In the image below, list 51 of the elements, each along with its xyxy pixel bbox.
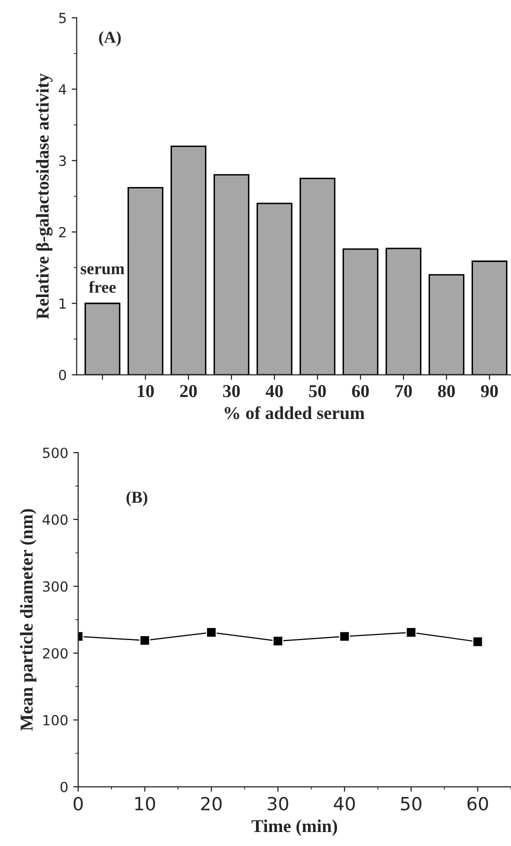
x-axis-title: Time (min) <box>252 820 338 836</box>
y-tick-label: 500 <box>43 448 68 458</box>
y-tick-label: 5 <box>59 12 66 24</box>
y-tick-label: 200 <box>42 648 68 659</box>
y-tick-label: 0 <box>59 370 66 380</box>
point <box>139 635 150 646</box>
x-tick-label: 30 <box>268 796 288 810</box>
point <box>339 631 350 642</box>
x-axis-title: % of added serum <box>224 406 364 420</box>
x-tick-label: 90 <box>480 385 498 398</box>
bar <box>386 248 422 375</box>
x-tick-label: 70 <box>395 385 412 398</box>
x-tick-label: 60 <box>352 385 369 398</box>
y-tick-label: 4 <box>58 84 66 94</box>
x-tick-label: 20 <box>201 796 222 810</box>
y-tick-label: 400 <box>42 514 68 525</box>
x-tick-label: 50 <box>309 385 326 398</box>
x-tick-label: 60 <box>467 796 488 810</box>
x-tick-label: 30 <box>223 385 240 398</box>
point <box>272 636 284 646</box>
y-tick-label: 3 <box>59 156 66 166</box>
y-tick-label: 1 <box>60 298 66 309</box>
bar <box>300 178 336 375</box>
x-tick-label: 50 <box>401 796 422 810</box>
bar <box>214 174 250 375</box>
bar <box>342 248 378 375</box>
x-tick-label: 10 <box>135 796 156 810</box>
y-axis-title: Relative β-galactosidase activity <box>36 73 53 320</box>
point <box>206 627 217 638</box>
annotation: (B) <box>126 491 148 506</box>
y-tick-label: 2 <box>59 226 66 238</box>
x-tick-label: 80 <box>438 385 455 398</box>
point <box>472 636 484 648</box>
point <box>406 627 416 638</box>
x-tick-label: 40 <box>266 385 283 398</box>
bar <box>84 302 120 375</box>
x-tick-label: 0 <box>74 796 83 810</box>
x-tick-label: 20 <box>180 385 197 398</box>
x-tick-label: 40 <box>334 796 355 810</box>
bar <box>256 202 292 375</box>
bar <box>428 274 464 375</box>
y-tick-label: 0 <box>60 782 68 792</box>
x-tick-label: 10 <box>138 385 154 398</box>
annotation: (A) <box>99 31 121 46</box>
bar <box>128 187 164 375</box>
y-tick-label: 100 <box>43 714 68 726</box>
annotation: serum free <box>80 266 124 293</box>
bar <box>170 146 206 375</box>
bar <box>472 260 508 375</box>
y-axis-title: Mean particle diameter (nm) <box>20 509 36 731</box>
y-tick-label: 300 <box>43 581 68 592</box>
